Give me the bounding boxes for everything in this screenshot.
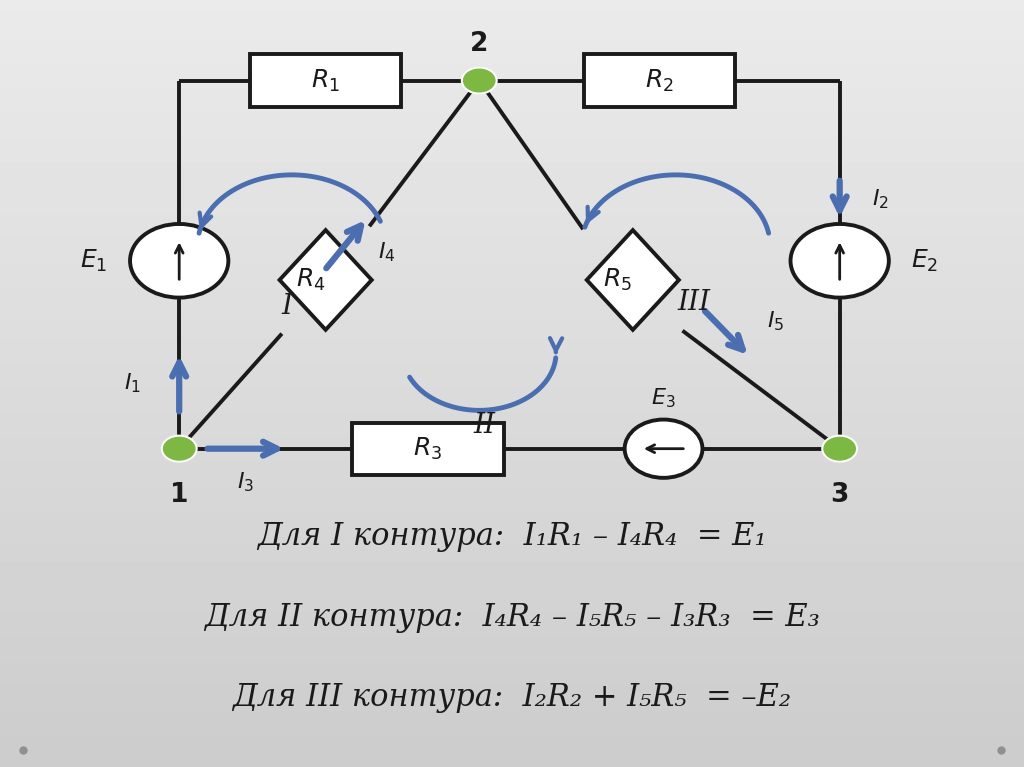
Circle shape — [162, 436, 197, 462]
Text: $I_3$: $I_3$ — [238, 471, 254, 494]
Text: Для III контура:  I₂R₂ + I₅R₅  = –E₂: Для III контура: I₂R₂ + I₅R₅ = –E₂ — [232, 683, 792, 713]
Text: 1: 1 — [170, 482, 188, 508]
Text: $R_4$: $R_4$ — [296, 267, 325, 293]
Circle shape — [822, 436, 857, 462]
Text: $R_2$: $R_2$ — [645, 67, 674, 94]
Text: Для II контура:  I₄R₄ – I₅R₅ – I₃R₃  = E₃: Для II контура: I₄R₄ – I₅R₅ – I₃R₃ = E₃ — [204, 602, 820, 633]
Text: $R_3$: $R_3$ — [414, 436, 442, 462]
Text: I: I — [282, 293, 292, 321]
Text: Для I контура:  I₁R₁ – I₄R₄  = E₁: Для I контура: I₁R₁ – I₄R₄ = E₁ — [257, 522, 767, 552]
Polygon shape — [280, 230, 372, 330]
Circle shape — [791, 224, 889, 298]
Text: 2: 2 — [470, 31, 488, 58]
Text: $I_4$: $I_4$ — [378, 240, 395, 264]
Text: $E_1$: $E_1$ — [80, 248, 108, 274]
Text: II: II — [473, 412, 496, 439]
Text: III: III — [678, 289, 711, 317]
Bar — [584, 54, 735, 107]
Bar — [352, 423, 504, 475]
Text: $I_5$: $I_5$ — [767, 310, 784, 333]
Bar — [250, 54, 401, 107]
Circle shape — [625, 420, 702, 478]
Text: $E_2$: $E_2$ — [911, 248, 939, 274]
Circle shape — [130, 224, 228, 298]
Text: $E_3$: $E_3$ — [651, 386, 676, 410]
Text: $I_1$: $I_1$ — [124, 372, 140, 395]
Text: $I_2$: $I_2$ — [872, 187, 889, 211]
Circle shape — [462, 67, 497, 94]
Polygon shape — [587, 230, 679, 330]
Text: $R_1$: $R_1$ — [311, 67, 340, 94]
Text: $R_5$: $R_5$ — [603, 267, 632, 293]
Text: 3: 3 — [830, 482, 849, 508]
